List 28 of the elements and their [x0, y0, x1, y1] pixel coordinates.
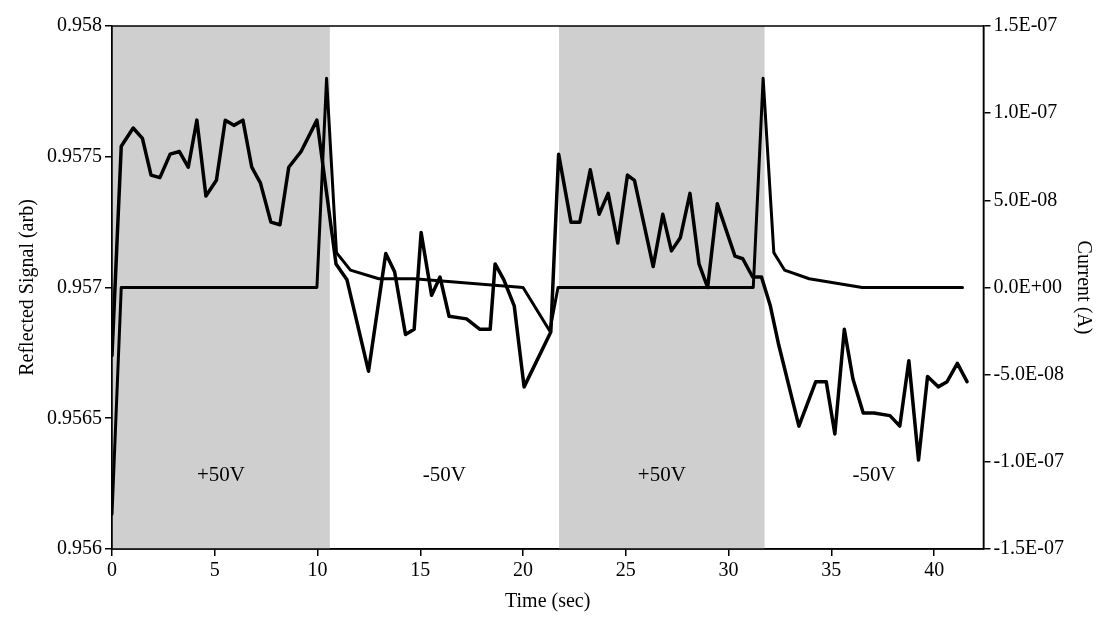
y-tick-label: 0.956: [57, 536, 102, 559]
x-tick-label: 0: [107, 558, 117, 581]
y2-tick-label: -1.5E-07: [993, 536, 1065, 559]
y2-tick-label: 1.5E-07: [993, 13, 1058, 36]
x-tick-label: 30: [718, 558, 739, 581]
x-tick-label: 40: [924, 558, 945, 581]
y2-tick-label: -5.0E-08: [993, 361, 1065, 384]
annotation: -50V: [852, 462, 896, 487]
y-tick-label: 0.958: [57, 13, 102, 36]
x-tick-label: 25: [615, 558, 636, 581]
x-tick-label: 15: [410, 558, 431, 581]
x-tick-label: 35: [821, 558, 842, 581]
band-label: +50V: [637, 462, 686, 487]
y2-tick-label: 5.0E-08: [993, 187, 1058, 210]
x-tick-label: 5: [209, 558, 220, 581]
x-tick-label: 10: [307, 558, 328, 581]
x-tick-label: 20: [513, 558, 534, 581]
band-label: +50V: [196, 462, 245, 487]
y-axis-title: Reflected Signal (arb): [15, 199, 39, 376]
y2-axis-title: Current (A): [1072, 240, 1096, 335]
y2-tick-label: 1.0E-07: [993, 100, 1058, 123]
y-tick-label: 0.957: [57, 274, 102, 297]
annotation: -50V: [422, 462, 467, 487]
y2-tick-label: -1.0E-07: [993, 449, 1065, 472]
x-axis-title: Time (sec): [505, 589, 591, 613]
y2-tick-label: 0.0E+00: [993, 274, 1062, 297]
y-tick-label: 0.9575: [47, 144, 102, 166]
y-tick-label: 0.9565: [47, 405, 102, 428]
